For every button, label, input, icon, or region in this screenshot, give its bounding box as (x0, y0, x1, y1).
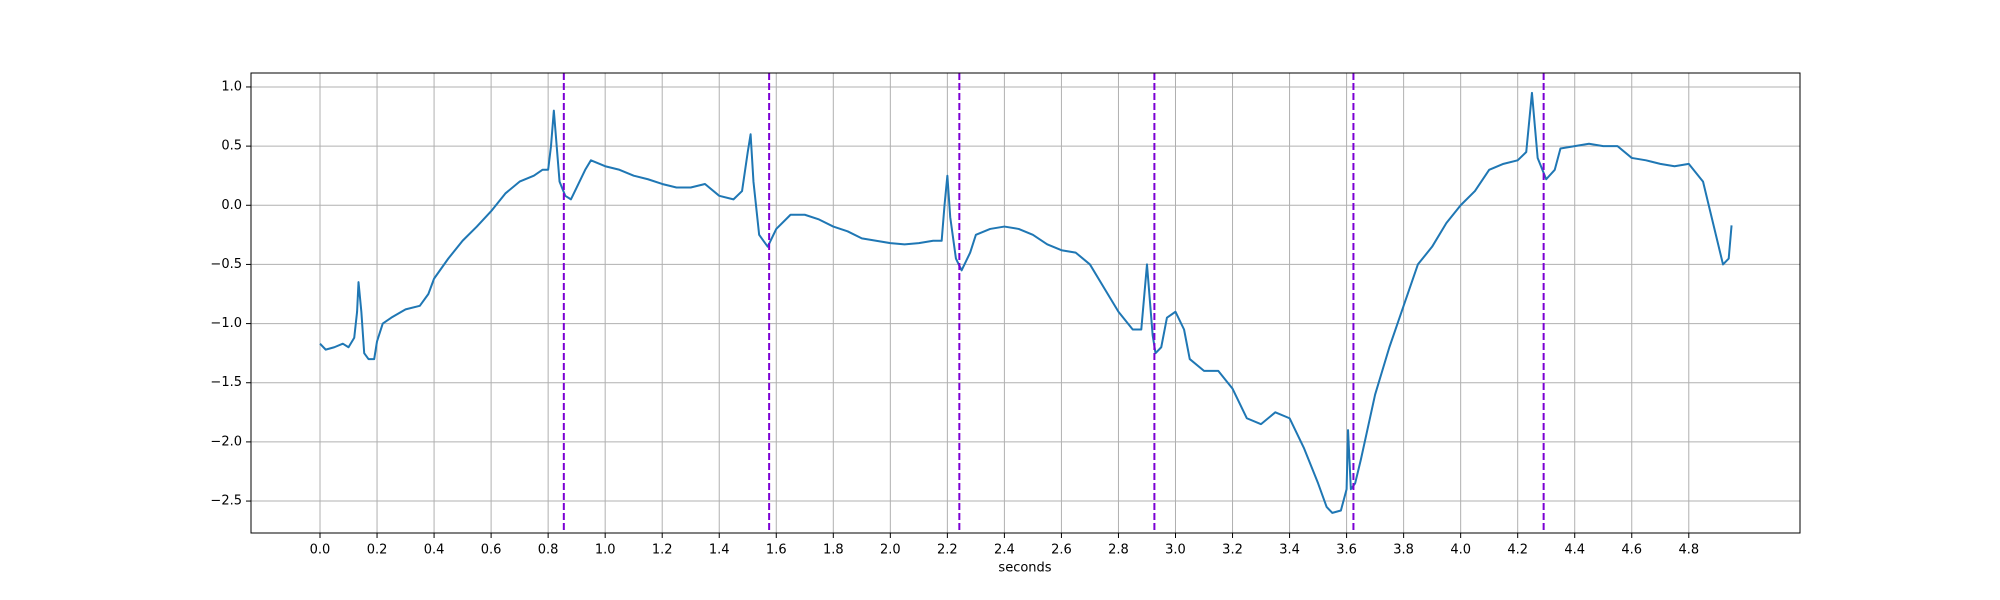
x-tick-label: 2.8 (1108, 543, 1129, 558)
x-tick-label: 3.4 (1279, 543, 1300, 558)
x-tick-label: 4.2 (1507, 543, 1528, 558)
y-tick-label: −2.0 (210, 434, 242, 449)
x-tick-label: 3.0 (1165, 543, 1186, 558)
x-tick-label: 0.8 (538, 543, 559, 558)
x-axis-label: seconds (998, 561, 1051, 576)
y-tick-label: 1.0 (221, 79, 242, 94)
x-tick-label: 1.2 (652, 543, 673, 558)
x-tick-label: 4.0 (1450, 543, 1471, 558)
x-tick-label: 1.0 (595, 543, 616, 558)
signal-line (319, 91, 1733, 514)
x-tick-label: 1.4 (709, 543, 730, 558)
plot-frame (250, 72, 1801, 534)
x-tick-label: 4.8 (1678, 543, 1699, 558)
x-tick-label: 3.2 (1222, 543, 1243, 558)
x-tick-label: 2.6 (1051, 543, 1072, 558)
y-tick-label: −2.5 (210, 494, 242, 509)
y-tick-label: −1.0 (210, 316, 242, 331)
y-tick-label: −0.5 (210, 257, 242, 272)
x-tick-label: 4.4 (1564, 543, 1585, 558)
x-tick-label: 0.0 (310, 543, 331, 558)
x-tick-label: 0.2 (367, 543, 388, 558)
x-tick-label: 3.8 (1393, 543, 1414, 558)
y-tick-label: 0.0 (221, 198, 242, 213)
x-tick-label: 1.8 (823, 543, 844, 558)
y-tick-label: −1.5 (210, 375, 242, 390)
x-tick-label: 1.6 (766, 543, 787, 558)
x-tick-label: 2.2 (937, 543, 958, 558)
x-tick-label: 4.6 (1621, 543, 1642, 558)
x-tick-label: 0.6 (481, 543, 502, 558)
y-tick-label: 0.5 (221, 139, 242, 154)
x-tick-label: 0.4 (424, 543, 445, 558)
x-tick-label: 2.4 (994, 543, 1015, 558)
x-tick-label: 3.6 (1336, 543, 1357, 558)
x-tick-label: 2.0 (880, 543, 901, 558)
